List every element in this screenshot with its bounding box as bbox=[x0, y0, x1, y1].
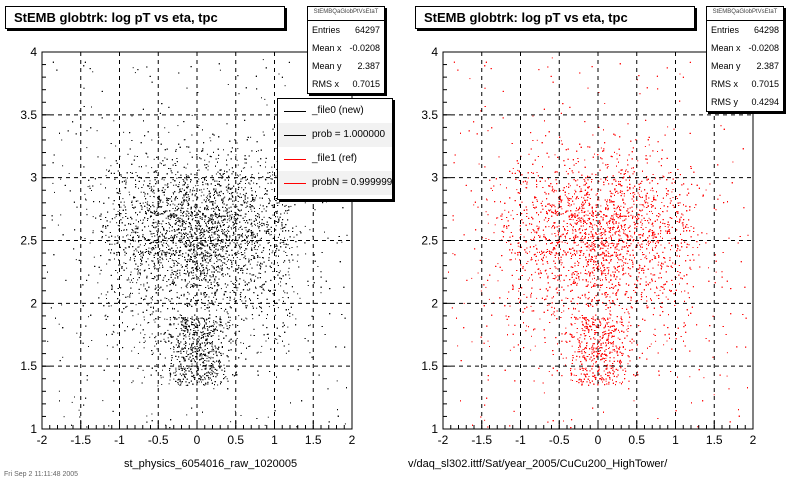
y-tick-label: 2 bbox=[30, 296, 37, 310]
right-stats-row: Mean y 2.387 bbox=[707, 57, 783, 75]
right-stats-row: Mean x -0.0208 bbox=[707, 39, 783, 57]
right-x-axis-title: v/daq_sl302.ittf/Sat/year_2005/CuCu200_H… bbox=[408, 458, 667, 470]
legend-item: _file1 (ref) bbox=[278, 147, 392, 171]
x-tick-label: 0 bbox=[595, 433, 602, 447]
stat-label: RMS y bbox=[711, 93, 738, 111]
legend-swatch bbox=[284, 135, 306, 136]
legend-label: prob = 1.000000 bbox=[312, 123, 385, 147]
stat-label: Mean y bbox=[711, 57, 741, 75]
y-tick-label: 3.5 bbox=[421, 108, 438, 122]
right-plot-title: StEMB globtrk: log pT vs eta, tpc bbox=[415, 6, 695, 29]
x-tick-label: 1.5 bbox=[305, 433, 322, 447]
x-tick-label: -1.5 bbox=[471, 433, 492, 447]
y-tick-label: 1 bbox=[431, 422, 438, 436]
left-stats-row: Mean y 2.387 bbox=[308, 57, 384, 75]
y-tick-label: 3.5 bbox=[20, 108, 37, 122]
legend-label: _file1 (ref) bbox=[312, 147, 357, 171]
x-tick-label: 2 bbox=[750, 433, 757, 447]
x-tick-label: 1.5 bbox=[706, 433, 723, 447]
legend-swatch bbox=[284, 159, 306, 160]
legend-item: prob = 1.000000 bbox=[278, 123, 392, 147]
left-stats-row: Mean x -0.0208 bbox=[308, 39, 384, 57]
right-stats-row: Entries 64298 bbox=[707, 21, 783, 39]
x-tick-label: -2 bbox=[37, 433, 48, 447]
y-tick-label: 3 bbox=[431, 171, 438, 185]
left-stats-box: StEMBQaGlobPtVsEtaT Entries 64297 Mean x… bbox=[307, 6, 385, 94]
left-plot-title: StEMB globtrk: log pT vs eta, tpc bbox=[5, 6, 285, 29]
y-tick-label: 1.5 bbox=[421, 359, 438, 373]
x-tick-label: -1 bbox=[114, 433, 125, 447]
x-tick-label: -1.5 bbox=[70, 433, 91, 447]
legend-swatch bbox=[284, 183, 306, 184]
stat-value: 0.4294 bbox=[751, 93, 779, 111]
stat-value: 64298 bbox=[754, 21, 779, 39]
stat-value: 0.7015 bbox=[352, 75, 380, 93]
x-tick-label: 0 bbox=[194, 433, 201, 447]
x-tick-label: -1 bbox=[515, 433, 526, 447]
stat-label: Mean x bbox=[312, 39, 342, 57]
x-tick-label: 0.5 bbox=[628, 433, 645, 447]
stat-value: -0.0208 bbox=[349, 39, 380, 57]
stat-value: 0.7015 bbox=[751, 75, 779, 93]
legend-item: probN = 0.999999 bbox=[278, 171, 392, 195]
stat-label: Mean x bbox=[711, 39, 741, 57]
right-stats-row: RMS y 0.4294 bbox=[707, 93, 783, 111]
y-tick-label: 1.5 bbox=[20, 359, 37, 373]
right-stats-header: StEMBQaGlobPtVsEtaT bbox=[707, 7, 783, 21]
y-tick-label: 3 bbox=[30, 171, 37, 185]
right-stats-row: RMS x 0.7015 bbox=[707, 75, 783, 93]
y-tick-label: 4 bbox=[431, 45, 438, 59]
x-tick-label: -0.5 bbox=[148, 433, 169, 447]
stat-value: -0.0208 bbox=[748, 39, 779, 57]
legend-label: probN = 0.999999 bbox=[312, 171, 392, 195]
stat-label: RMS x bbox=[312, 75, 339, 93]
legend-item: _file0 (new) bbox=[278, 99, 392, 123]
stat-label: Entries bbox=[312, 21, 340, 39]
legend-swatch bbox=[284, 111, 306, 112]
left-stats-row: RMS x 0.7015 bbox=[308, 75, 384, 93]
y-tick-label: 2.5 bbox=[421, 234, 438, 248]
left-x-axis-title: st_physics_6054016_raw_1020005 bbox=[124, 458, 297, 470]
right-stats-box: StEMBQaGlobPtVsEtaT Entries 64298 Mean x… bbox=[706, 6, 784, 112]
x-tick-label: 1 bbox=[672, 433, 679, 447]
stat-value: 64297 bbox=[355, 21, 380, 39]
y-tick-label: 2 bbox=[431, 296, 438, 310]
x-tick-label: 0.5 bbox=[227, 433, 244, 447]
stat-value: 2.387 bbox=[756, 57, 779, 75]
left-stats-header: StEMBQaGlobPtVsEtaT bbox=[308, 7, 384, 21]
y-tick-label: 1 bbox=[30, 422, 37, 436]
x-tick-label: 1 bbox=[271, 433, 278, 447]
legend-label: _file0 (new) bbox=[312, 99, 364, 123]
stat-value: 2.387 bbox=[357, 57, 380, 75]
stat-label: Entries bbox=[711, 21, 739, 39]
x-tick-label: -2 bbox=[438, 433, 449, 447]
legend: _file0 (new) prob = 1.000000 _file1 (ref… bbox=[277, 98, 393, 200]
stat-label: Mean y bbox=[312, 57, 342, 75]
left-stats-row: Entries 64297 bbox=[308, 21, 384, 39]
timestamp-footer: Fri Sep 2 11:11:48 2005 bbox=[4, 471, 78, 478]
x-tick-label: -0.5 bbox=[549, 433, 570, 447]
x-tick-label: 2 bbox=[349, 433, 356, 447]
y-tick-label: 4 bbox=[30, 45, 37, 59]
stat-label: RMS x bbox=[711, 75, 738, 93]
y-tick-label: 2.5 bbox=[20, 234, 37, 248]
